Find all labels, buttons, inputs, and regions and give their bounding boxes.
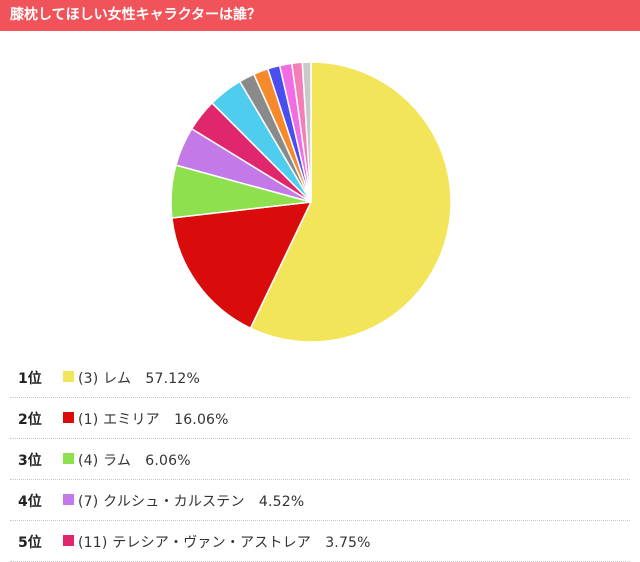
ranking-row: 1位 (3) レム 57.12% xyxy=(10,357,630,398)
ranking-row: 3位 (4) ラム 6.06% xyxy=(10,439,630,480)
rank-label: (7) クルシュ・カルステン 4.52% xyxy=(78,494,305,510)
rank-position: 4位 xyxy=(18,494,42,510)
rank-label: (11) テレシア・ヴァン・アストレア 3.75% xyxy=(78,535,371,551)
rank-label: (3) レム 57.12% xyxy=(78,371,200,387)
legend-swatch xyxy=(63,535,74,546)
pie-slice xyxy=(171,201,313,330)
rank-position: 1位 xyxy=(18,371,42,387)
pie-slice xyxy=(249,61,452,343)
pie-chart xyxy=(170,61,452,343)
legend-swatch xyxy=(63,371,74,382)
pie-chart-area xyxy=(0,31,640,349)
rank-position: 2位 xyxy=(18,412,42,428)
legend-swatch xyxy=(63,412,74,423)
rank-position: 3位 xyxy=(18,453,42,469)
legend-swatch xyxy=(63,453,74,464)
ranking-row: 5位 (11) テレシア・ヴァン・アストレア 3.75% xyxy=(10,521,630,562)
ranking-row: 2位 (1) エミリア 16.06% xyxy=(10,398,630,439)
legend-swatch xyxy=(63,494,74,505)
rank-label: (4) ラム 6.06% xyxy=(78,453,191,469)
rank-label: (1) エミリア 16.06% xyxy=(78,412,229,428)
ranking-row: 4位 (7) クルシュ・カルステン 4.52% xyxy=(10,480,630,521)
ranking-list: 1位 (3) レム 57.12% 2位 (1) エミリア 16.06% 3位 (4) ラム… xyxy=(0,357,640,562)
rank-position: 5位 xyxy=(18,535,42,551)
poll-title: 膝枕してほしい女性キャラクターは誰？ xyxy=(0,0,640,31)
pie-slice xyxy=(301,61,312,203)
